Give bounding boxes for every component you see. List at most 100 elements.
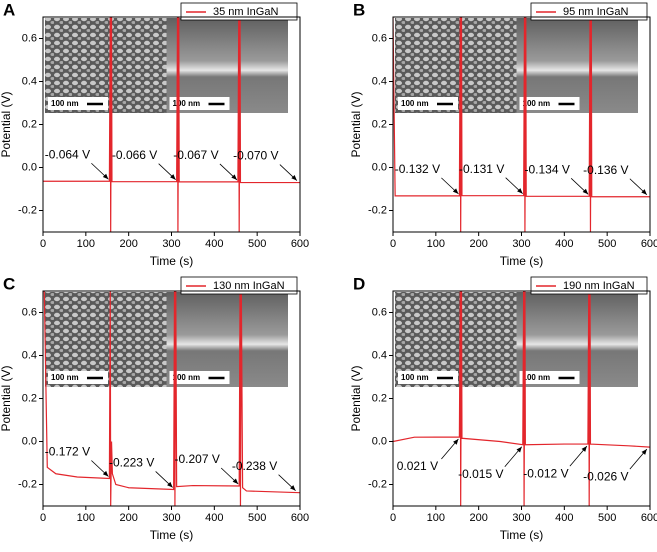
scale-label: 100 nm: [523, 99, 551, 108]
arrow-head: [453, 438, 459, 445]
x-tick-label: 100: [427, 238, 445, 250]
panel-letter: C: [3, 274, 15, 293]
y-tick-label: -0.2: [368, 478, 387, 490]
annotation: -0.015 V: [458, 467, 503, 481]
line: [43, 17, 300, 232]
scale-box: [48, 371, 108, 384]
x-tick-label: 0: [40, 238, 46, 250]
x-tick-label: 500: [248, 238, 266, 250]
x-tick-label: 0: [40, 512, 46, 524]
scale-label: 100 nm: [523, 373, 551, 382]
legend-box: [180, 2, 298, 21]
scale-box: [169, 371, 230, 384]
arrow-head: [581, 446, 587, 452]
scale-box: [48, 97, 108, 110]
arrow-head: [167, 481, 173, 488]
x-tick-label: 200: [469, 238, 487, 250]
panel-letter: B: [353, 0, 365, 19]
x-tick-label: 600: [641, 238, 657, 250]
panel: A 100 nm 100 nm 0 100 200 300 400 500 600 -0.2 0.0 0…: [0, 0, 309, 268]
scale-label: 100 nm: [401, 99, 429, 108]
scale-label: 100 nm: [51, 99, 79, 108]
x-tick-label: 0: [390, 512, 396, 524]
y-tick-label: 0.4: [22, 75, 37, 87]
x-tick-label: 600: [291, 238, 309, 250]
x-axis-label: Time (s): [150, 254, 194, 268]
annotation: -0.012 V: [523, 466, 568, 480]
panel: D 100 nm 100 nm 0 100 200 300 400 500 600 -0.2 0.0 0…: [349, 274, 657, 542]
y-tick-label: 0.4: [372, 349, 387, 361]
annotation: -0.131 V: [459, 162, 504, 176]
annotation: -0.172 V: [45, 445, 90, 459]
legend-label: 35 nm InGaN: [213, 6, 278, 18]
x-tick-label: 100: [427, 512, 445, 524]
y-tick-label: 0.6: [372, 32, 387, 44]
plot-frame: [392, 290, 651, 507]
panel: C 100 nm 100 nm 0 100 200 300 400 500 600 -0.2 0.0 0…: [0, 274, 309, 542]
x-tick-label: 500: [248, 512, 266, 524]
y-tick-label: 0.2: [22, 392, 37, 404]
line: [393, 17, 650, 232]
legend-box: [530, 276, 648, 295]
y-tick-label: -0.2: [18, 478, 37, 490]
y-tick-label: 0.0: [372, 435, 387, 447]
annotation: -0.238 V: [232, 459, 277, 473]
plot-frame: [42, 290, 301, 507]
annotation: -0.134 V: [524, 162, 569, 176]
annotation: 0.021 V: [397, 459, 438, 473]
scale-label: 100 nm: [51, 373, 79, 382]
y-tick-label: 0.0: [22, 435, 37, 447]
y-tick-label: 0.2: [372, 118, 387, 130]
x-axis-label: Time (s): [500, 254, 544, 268]
y-tick-label: 0.6: [372, 306, 387, 318]
y-tick-label: 0.4: [22, 349, 37, 361]
x-tick-label: 400: [205, 512, 223, 524]
x-tick-label: 300: [512, 512, 530, 524]
plot-frame: [392, 16, 651, 233]
y-tick-label: 0.4: [372, 75, 387, 87]
arrow-head: [170, 174, 176, 180]
legend-box: [530, 2, 648, 21]
annotation: -0.070 V: [233, 149, 278, 163]
x-tick-label: 200: [119, 512, 137, 524]
arrow-head: [291, 174, 297, 181]
panel: B 100 nm 100 nm 0 100 200 300 400 500 600 -0.2 0.0 0…: [349, 0, 657, 268]
annotation: -0.207 V: [174, 452, 219, 466]
scale-box: [519, 97, 580, 110]
y-tick-label: 0.2: [372, 392, 387, 404]
legend-label: 190 nm InGaN: [563, 280, 635, 292]
y-tick-label: -0.2: [368, 204, 387, 216]
panel-letter: A: [3, 0, 15, 19]
x-tick-label: 400: [555, 512, 573, 524]
x-tick-label: 500: [598, 512, 616, 524]
plot-frame: [42, 16, 301, 233]
arrow-head: [516, 446, 522, 453]
y-tick-label: -0.2: [18, 204, 37, 216]
y-tick-label: 0.0: [22, 161, 37, 173]
arrow-head: [232, 478, 239, 485]
x-tick-label: 100: [77, 238, 95, 250]
y-tick-label: 0.6: [22, 306, 37, 318]
arrow-head: [582, 188, 589, 195]
x-tick-label: 400: [555, 238, 573, 250]
scale-box: [398, 371, 458, 384]
x-tick-label: 400: [205, 238, 223, 250]
arrow-head: [517, 188, 523, 194]
x-tick-label: 200: [119, 238, 137, 250]
y-axis-label: Potential (V): [349, 365, 363, 431]
x-tick-label: 200: [469, 512, 487, 524]
x-axis-label: Time (s): [500, 528, 544, 542]
x-tick-label: 0: [390, 238, 396, 250]
scale-box: [169, 97, 230, 110]
y-tick-label: 0.0: [372, 161, 387, 173]
annotation: -0.067 V: [173, 148, 218, 162]
scale-label: 100 nm: [173, 99, 201, 108]
annotation: -0.066 V: [112, 148, 157, 162]
legend-label: 130 nm InGaN: [213, 280, 285, 292]
x-tick-label: 300: [512, 238, 530, 250]
annotation: -0.136 V: [583, 163, 628, 177]
legend-box: [180, 276, 298, 295]
x-tick-label: 300: [162, 512, 180, 524]
x-tick-label: 100: [77, 512, 95, 524]
